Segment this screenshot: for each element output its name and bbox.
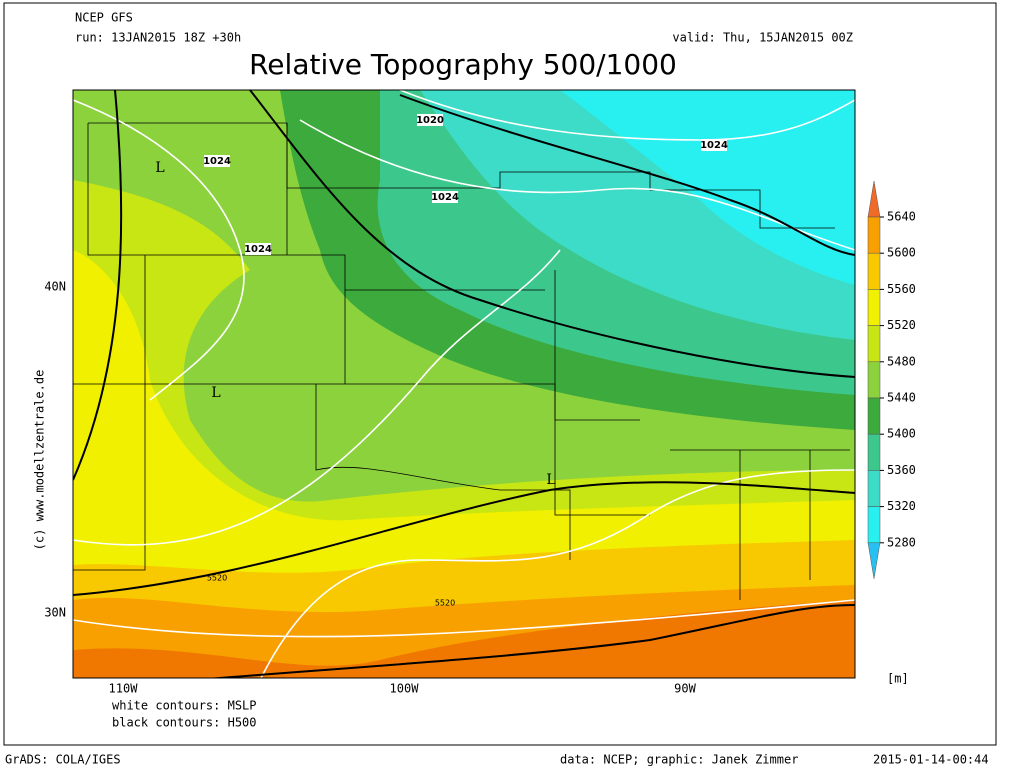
- colorbar-segment: [867, 325, 881, 363]
- colorbar-segment: [867, 289, 881, 326]
- legend-line: white contours: MSLP: [112, 699, 257, 713]
- lat-label: 40N: [44, 280, 66, 294]
- map-border: [72, 89, 856, 679]
- low-marker: L: [155, 160, 164, 176]
- colorbar-label: 5280: [887, 535, 916, 549]
- colorbar-label: 5600: [887, 246, 916, 260]
- colorbar-label: 5520: [887, 318, 916, 332]
- lon-label: 110W: [109, 682, 139, 696]
- lon-label: 100W: [390, 682, 420, 696]
- colorbar-arrow: [867, 542, 881, 579]
- contour-label: 5520: [435, 599, 455, 608]
- contour-label-bg: [204, 155, 230, 167]
- colorbar-arrow: [867, 180, 881, 218]
- colorbar-segment: [867, 433, 881, 471]
- mslp-contours: [73, 90, 855, 678]
- valid-info: valid: Thu, 15JAN2015 00Z: [672, 31, 853, 45]
- low-marker: L: [546, 472, 555, 488]
- colorbar-label: 5480: [887, 354, 916, 368]
- footer-software: GrADS: COLA/IGES: [5, 753, 121, 767]
- colorbar-label: 5320: [887, 499, 916, 513]
- borders: [73, 122, 850, 600]
- contour-label-bg: [417, 114, 443, 126]
- contour-label: 1020: [416, 115, 444, 126]
- colorbar-label: 5640: [887, 210, 916, 224]
- colorbar-segment: [867, 470, 881, 507]
- h500-contours: [73, 90, 855, 678]
- contour-label: 5520: [207, 574, 227, 583]
- map-area: [73, 90, 855, 678]
- watermark: (c) www.modellzentrale.de: [33, 370, 47, 551]
- contour-label: 1024: [244, 244, 272, 255]
- legend-line: black contours: H500: [112, 716, 257, 730]
- lon-label: 90W: [674, 682, 696, 696]
- low-marker: L: [211, 385, 220, 401]
- lat-label: 30N: [44, 606, 66, 620]
- run-info: run: 13JAN2015 18Z +30h: [75, 31, 241, 45]
- colorbar-segment: [867, 252, 881, 290]
- colorbar-label: 5560: [887, 282, 916, 296]
- colorbar-segment: [867, 216, 881, 254]
- colorbar-unit: [m]: [887, 672, 909, 686]
- colorbar-label: 5440: [887, 391, 916, 405]
- frame: [3, 2, 997, 746]
- contour-label-bg: [432, 191, 458, 203]
- contour-label: 1024: [203, 156, 231, 167]
- footer-credits: data: NCEP; graphic: Janek Zimmer: [560, 753, 798, 767]
- contour-label: 1024: [700, 140, 728, 151]
- colorbar-segment: [867, 397, 881, 435]
- contour-label-bg: [701, 139, 727, 151]
- colorbar-segment: [867, 506, 881, 544]
- colorbar-label: 5400: [887, 427, 916, 441]
- map-title: Relative Topography 500/1000: [249, 48, 677, 81]
- colorbar-label: 5360: [887, 463, 916, 477]
- model-name: NCEP GFS: [75, 11, 133, 25]
- colorbar-segment: [867, 361, 881, 399]
- footer-timestamp: 2015-01-14-00:44: [873, 753, 989, 767]
- contour-label-bg: [245, 243, 271, 255]
- contour-label: 1024: [431, 192, 459, 203]
